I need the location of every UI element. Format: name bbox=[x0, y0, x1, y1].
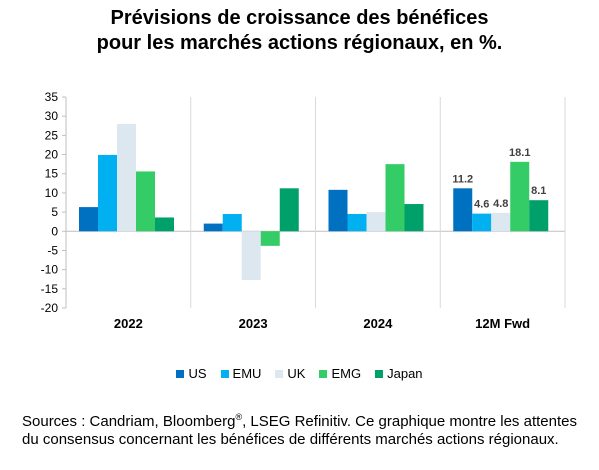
bar-us-12m-fwd bbox=[453, 188, 473, 232]
bar-japan-2022 bbox=[155, 217, 174, 232]
bar-emu-12m-fwd bbox=[472, 213, 492, 232]
legend-label: EMG bbox=[331, 366, 362, 381]
legend-item-us: US bbox=[176, 366, 207, 381]
y-tick-label: -20 bbox=[41, 301, 59, 315]
y-tick-label: -15 bbox=[41, 282, 59, 296]
y-tick-label: 20 bbox=[45, 148, 59, 162]
chart-title-line-2: pour les marchés actions régionaux, en %… bbox=[96, 32, 503, 54]
legend-swatch bbox=[319, 369, 328, 378]
data-label: 18.1 bbox=[509, 147, 530, 159]
bar-emg-2024 bbox=[385, 164, 405, 232]
legend-item-emu: EMU bbox=[220, 366, 262, 381]
legend-label: EMU bbox=[232, 366, 262, 381]
bar-japan-12m-fwd bbox=[529, 200, 549, 232]
y-tick-label: 30 bbox=[45, 109, 59, 123]
legend: US EMU UK EMG Japan bbox=[0, 366, 599, 381]
bar-chart: 35 30 25 20 15 10 5 0 -5 -10 -15 -20 2022 2023 2024 11.… bbox=[41, 90, 566, 331]
bar-emu-2022 bbox=[98, 154, 117, 232]
bar-emu-2024 bbox=[347, 214, 367, 232]
bar-japan-2023 bbox=[279, 188, 299, 232]
bar-us-2024 bbox=[328, 189, 348, 232]
chart-title: Prévisions de croissance des bénéfices p… bbox=[0, 6, 599, 56]
bar-emg-12m-fwd bbox=[510, 161, 530, 232]
x-category-label: 2022 bbox=[114, 316, 143, 331]
bar-uk-2024 bbox=[366, 212, 386, 232]
bar-emu-2023 bbox=[222, 214, 242, 232]
source-text: Sources : Candriam, Bloomberg bbox=[22, 413, 236, 430]
bar-us-2022 bbox=[79, 207, 98, 232]
source-note: Sources : Candriam, Bloomberg®, LSEG Ref… bbox=[22, 408, 582, 449]
bar-uk-2023 bbox=[241, 231, 261, 280]
legend-swatch bbox=[275, 369, 284, 378]
legend-label: UK bbox=[287, 366, 306, 381]
legend-swatch bbox=[220, 369, 229, 378]
bar-emg-2022 bbox=[136, 171, 155, 232]
legend-swatch bbox=[176, 369, 185, 378]
legend-swatch bbox=[375, 369, 384, 378]
legend-label: Japan bbox=[387, 366, 423, 381]
bar-uk-2022 bbox=[117, 123, 136, 232]
y-tick-label: -5 bbox=[47, 243, 58, 257]
data-label: 4.6 bbox=[474, 199, 489, 211]
y-tick-label: 5 bbox=[51, 205, 58, 219]
bar-emg-2023 bbox=[260, 231, 280, 246]
legend-label: US bbox=[188, 366, 207, 381]
data-label: 8.1 bbox=[531, 185, 546, 197]
source-text-rest: , LSEG Refinitiv. Ce graphique montre le… bbox=[22, 413, 577, 448]
x-category-label: 2024 bbox=[363, 316, 393, 331]
bar-us-2023 bbox=[203, 223, 223, 232]
data-label: 11.2 bbox=[452, 173, 473, 185]
data-label: 4.8 bbox=[493, 198, 508, 210]
y-tick-label: -10 bbox=[41, 263, 59, 277]
x-category-label: 12M Fwd bbox=[475, 316, 530, 331]
bar-japan-2024 bbox=[404, 204, 424, 232]
legend-item-uk: UK bbox=[275, 366, 305, 381]
y-tick-label: 25 bbox=[45, 128, 59, 142]
y-tick-label: 15 bbox=[45, 167, 59, 181]
bar-uk-12m-fwd bbox=[491, 212, 511, 232]
legend-item-emg: EMG bbox=[319, 366, 361, 381]
y-tick-label: 0 bbox=[51, 224, 58, 238]
y-tick-label: 35 bbox=[45, 90, 59, 104]
legend-item-japan: Japan bbox=[375, 366, 423, 381]
source-registered-mark: ® bbox=[235, 412, 243, 422]
x-category-label: 2023 bbox=[239, 316, 268, 331]
chart-title-line-1: Prévisions de croissance des bénéfices bbox=[110, 7, 489, 29]
y-tick-label: 10 bbox=[45, 186, 59, 200]
